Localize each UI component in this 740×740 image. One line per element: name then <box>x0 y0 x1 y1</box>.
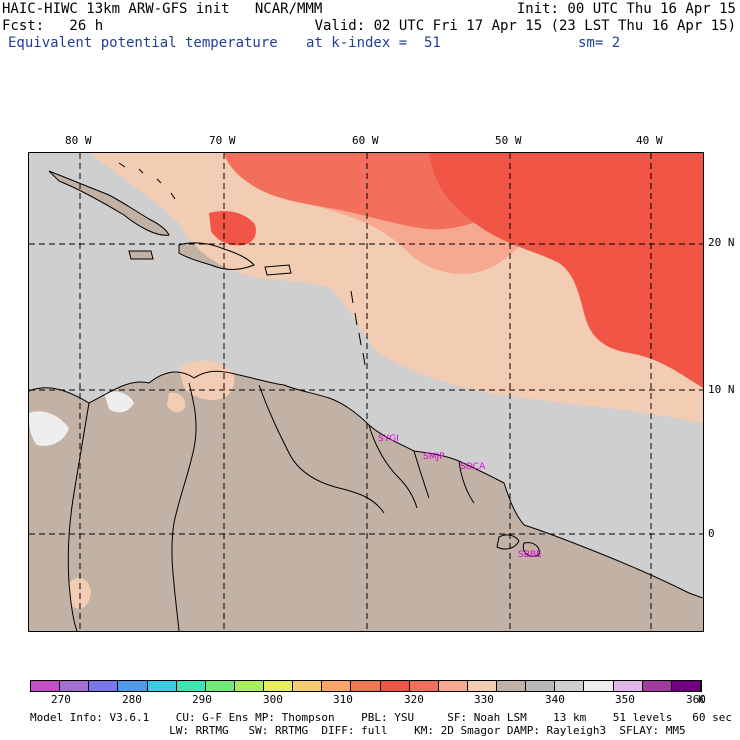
colorbar-swatch <box>89 681 119 691</box>
smoothing: sm= 2 <box>578 35 621 51</box>
colorbar-swatch <box>584 681 614 691</box>
colorbar-swatch <box>60 681 90 691</box>
colorbar <box>30 680 702 692</box>
init-time: Init: 00 UTC Thu 16 Apr 15 <box>516 1 736 17</box>
colorbar-tick-label: 270 <box>51 693 71 706</box>
colorbar-swatch <box>409 681 439 691</box>
colorbar-swatch <box>438 681 468 691</box>
colorbar-swatch <box>642 681 672 691</box>
colorbar-unit: K <box>698 693 705 706</box>
colorbar-swatch <box>380 681 410 691</box>
colorbar-tick-label: 290 <box>192 693 212 706</box>
graticule <box>29 153 703 631</box>
field-name: Equivalent potential temperature <box>8 35 278 51</box>
lon-label-80w: 80 W <box>65 134 92 147</box>
shading-region <box>209 211 256 246</box>
map-svg: SYGI SMJP SOCA SBBE <box>29 153 703 631</box>
theta-e-shading <box>29 153 703 609</box>
lat-label-20n: 20 N <box>708 236 735 249</box>
colorbar-tick-label: 340 <box>545 693 565 706</box>
model-title: HAIC-HIWC 13km ARW-GFS init NCAR/MMM <box>2 1 323 17</box>
colorbar-swatch <box>322 681 352 691</box>
colorbar-swatch <box>526 681 556 691</box>
shading-region <box>429 153 703 388</box>
colorbar-tick-label: 320 <box>404 693 424 706</box>
colorbar-swatch <box>147 681 177 691</box>
lon-label-70w: 70 W <box>209 134 236 147</box>
colorbar-swatch <box>118 681 148 691</box>
station-smjp: SMJP <box>423 452 445 462</box>
colorbar-swatch <box>671 681 701 691</box>
cuba-land <box>49 171 169 236</box>
colorbar-tick-label: 330 <box>474 693 494 706</box>
coastlines <box>29 162 703 631</box>
colorbar-tick-label: 350 <box>615 693 635 706</box>
colorbar-swatch <box>205 681 235 691</box>
lon-label-40w: 40 W <box>636 134 663 147</box>
model-info-line1: Model Info: V3.6.1 CU: G-F Ens MP: Thomp… <box>30 711 732 724</box>
station-soca: SOCA <box>460 462 486 472</box>
colorbar-swatch <box>31 681 61 691</box>
valid-time: Valid: 02 UTC Fri 17 Apr 15 (23 LST Thu … <box>314 18 736 34</box>
lon-label-60w: 60 W <box>352 134 379 147</box>
colorbar-tick-label: 360 <box>686 693 706 706</box>
colorbar-swatch <box>497 681 527 691</box>
colorbar-tick-label: 300 <box>263 693 283 706</box>
colorbar-swatch <box>293 681 323 691</box>
lat-label-10n: 10 N <box>708 383 735 396</box>
shading-region <box>167 392 186 413</box>
jamaica-land <box>129 251 153 259</box>
colorbar-swatch <box>613 681 643 691</box>
lon-label-50w: 50 W <box>495 134 522 147</box>
colorbar-swatch <box>176 681 206 691</box>
level-index: at k-index = 51 <box>306 35 441 51</box>
colorbar-swatch <box>467 681 497 691</box>
map-panel: SYGI SMJP SOCA SBBE <box>28 152 704 632</box>
model-info-line2: LW: RRTMG SW: RRTMG DIFF: full KM: 2D Sm… <box>30 724 686 737</box>
colorbar-swatch <box>264 681 294 691</box>
colorbar-swatch <box>351 681 381 691</box>
station-sbbe: SBBE <box>518 550 542 560</box>
colorbar-tick-label: 280 <box>122 693 142 706</box>
shading-region <box>29 411 69 446</box>
forecast-hour: Fcst: 26 h <box>2 18 104 34</box>
lat-label-0: 0 <box>708 527 715 540</box>
station-sygi: SYGI <box>378 434 399 444</box>
shading-region <box>104 391 134 413</box>
colorbar-tick-label: 310 <box>333 693 353 706</box>
south-america-land <box>29 371 703 631</box>
colorbar-swatch <box>555 681 585 691</box>
colorbar-swatch <box>234 681 264 691</box>
